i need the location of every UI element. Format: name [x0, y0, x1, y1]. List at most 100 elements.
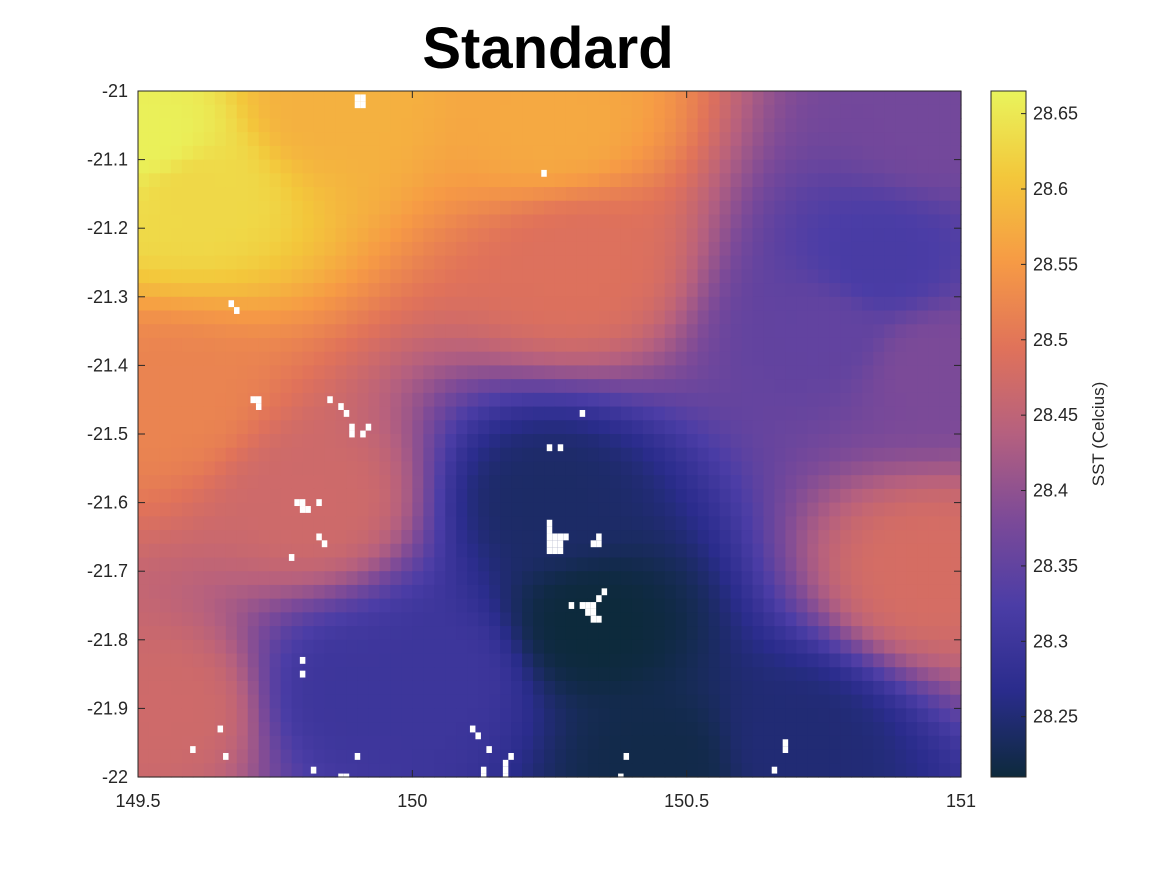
heatmap-cell	[862, 708, 874, 723]
heatmap-cell	[895, 132, 907, 147]
heatmap-cell	[664, 310, 677, 325]
heatmap-cell	[478, 173, 490, 188]
heatmap-cell	[434, 145, 446, 161]
heatmap-cell	[653, 145, 666, 161]
heatmap-cell	[423, 694, 435, 709]
heatmap-cell	[357, 132, 370, 147]
missing-data-cell	[310, 766, 317, 774]
heatmap-cell	[741, 694, 754, 709]
heatmap-cell	[785, 187, 797, 202]
heatmap-cell	[895, 488, 907, 504]
heatmap-cell	[478, 214, 490, 229]
heatmap-cell	[291, 132, 304, 147]
heatmap-cell	[379, 735, 391, 751]
heatmap-cell	[664, 667, 677, 682]
heatmap-cell	[368, 557, 381, 572]
heatmap-cell	[467, 91, 479, 106]
heatmap-cell	[565, 406, 578, 421]
heatmap-cell	[576, 626, 589, 641]
heatmap-cell	[313, 488, 326, 504]
heatmap-cell	[730, 351, 743, 366]
heatmap-cell	[522, 543, 534, 559]
heatmap-cell	[752, 351, 765, 366]
heatmap-cell	[456, 104, 468, 120]
missing-data-cell	[557, 444, 564, 452]
heatmap-cell	[807, 708, 819, 723]
heatmap-cell	[225, 722, 238, 737]
heatmap-cell	[522, 145, 534, 161]
heatmap-cell	[609, 214, 622, 229]
heatmap-cell	[236, 584, 249, 600]
heatmap-cell	[785, 557, 797, 572]
heatmap-cell	[357, 584, 370, 600]
heatmap-cell	[939, 132, 951, 147]
heatmap-cell	[730, 255, 743, 270]
heatmap-cell	[192, 475, 205, 490]
heatmap-cell	[565, 502, 578, 517]
heatmap-cell	[642, 694, 655, 709]
heatmap-cell	[906, 680, 918, 696]
heatmap-cell	[225, 475, 238, 490]
missing-data-cell	[486, 746, 492, 753]
heatmap-cell	[456, 91, 468, 106]
heatmap-cell	[763, 118, 776, 133]
heatmap-cell	[554, 159, 567, 174]
heatmap-cell	[280, 502, 293, 517]
heatmap-cell	[851, 296, 863, 312]
heatmap-cell	[818, 626, 830, 641]
heatmap-cell	[544, 749, 556, 764]
y-tick-label: -21.3	[87, 287, 128, 307]
heatmap-cell	[368, 269, 381, 284]
heatmap-cell	[489, 255, 501, 270]
heatmap-cell	[258, 310, 271, 325]
heatmap-cell	[829, 639, 841, 655]
heatmap-cell	[741, 735, 754, 751]
heatmap-cell	[192, 104, 205, 120]
heatmap-cell	[214, 351, 227, 366]
heatmap-cell	[950, 159, 962, 174]
heatmap-cell	[192, 708, 205, 723]
heatmap-cell	[291, 584, 304, 600]
heatmap-cell	[423, 241, 435, 257]
heatmap-cell	[324, 530, 337, 545]
heatmap-cell	[829, 516, 841, 531]
heatmap-cell	[554, 680, 567, 696]
heatmap-cell	[851, 461, 863, 476]
heatmap-cell	[236, 104, 249, 120]
heatmap-cell	[741, 365, 754, 380]
heatmap-cell	[554, 145, 567, 161]
heatmap-cell	[730, 571, 743, 586]
missing-data-cell	[475, 732, 481, 740]
heatmap-cell	[335, 667, 348, 682]
heatmap-cell	[840, 145, 852, 161]
heatmap-cell	[829, 337, 841, 353]
heatmap-cell	[203, 735, 216, 751]
heatmap-cell	[642, 283, 655, 298]
heatmap-cell	[950, 104, 962, 120]
heatmap-cell	[906, 475, 918, 490]
heatmap-cell	[763, 516, 776, 531]
heatmap-cell	[873, 91, 885, 106]
heatmap-cell	[807, 324, 819, 339]
heatmap-cell	[247, 200, 260, 216]
heatmap-cell	[390, 502, 402, 517]
heatmap-cell	[324, 571, 337, 586]
heatmap-cell	[873, 406, 885, 421]
heatmap-cell	[576, 351, 589, 366]
heatmap-cell	[664, 324, 677, 339]
heatmap-cell	[840, 91, 852, 106]
heatmap-cell	[258, 543, 271, 559]
heatmap-cell	[346, 488, 359, 504]
heatmap-cell	[269, 118, 282, 133]
heatmap-cell	[807, 145, 819, 161]
heatmap-cell	[236, 379, 249, 394]
heatmap-cell	[258, 283, 271, 298]
heatmap-cell	[170, 173, 183, 188]
heatmap-cell	[664, 241, 677, 257]
heatmap-cell	[456, 543, 468, 559]
heatmap-cell	[884, 200, 896, 216]
heatmap-cell	[785, 324, 797, 339]
heatmap-cell	[258, 598, 271, 613]
heatmap-cell	[258, 516, 271, 531]
heatmap-cell	[664, 379, 677, 394]
